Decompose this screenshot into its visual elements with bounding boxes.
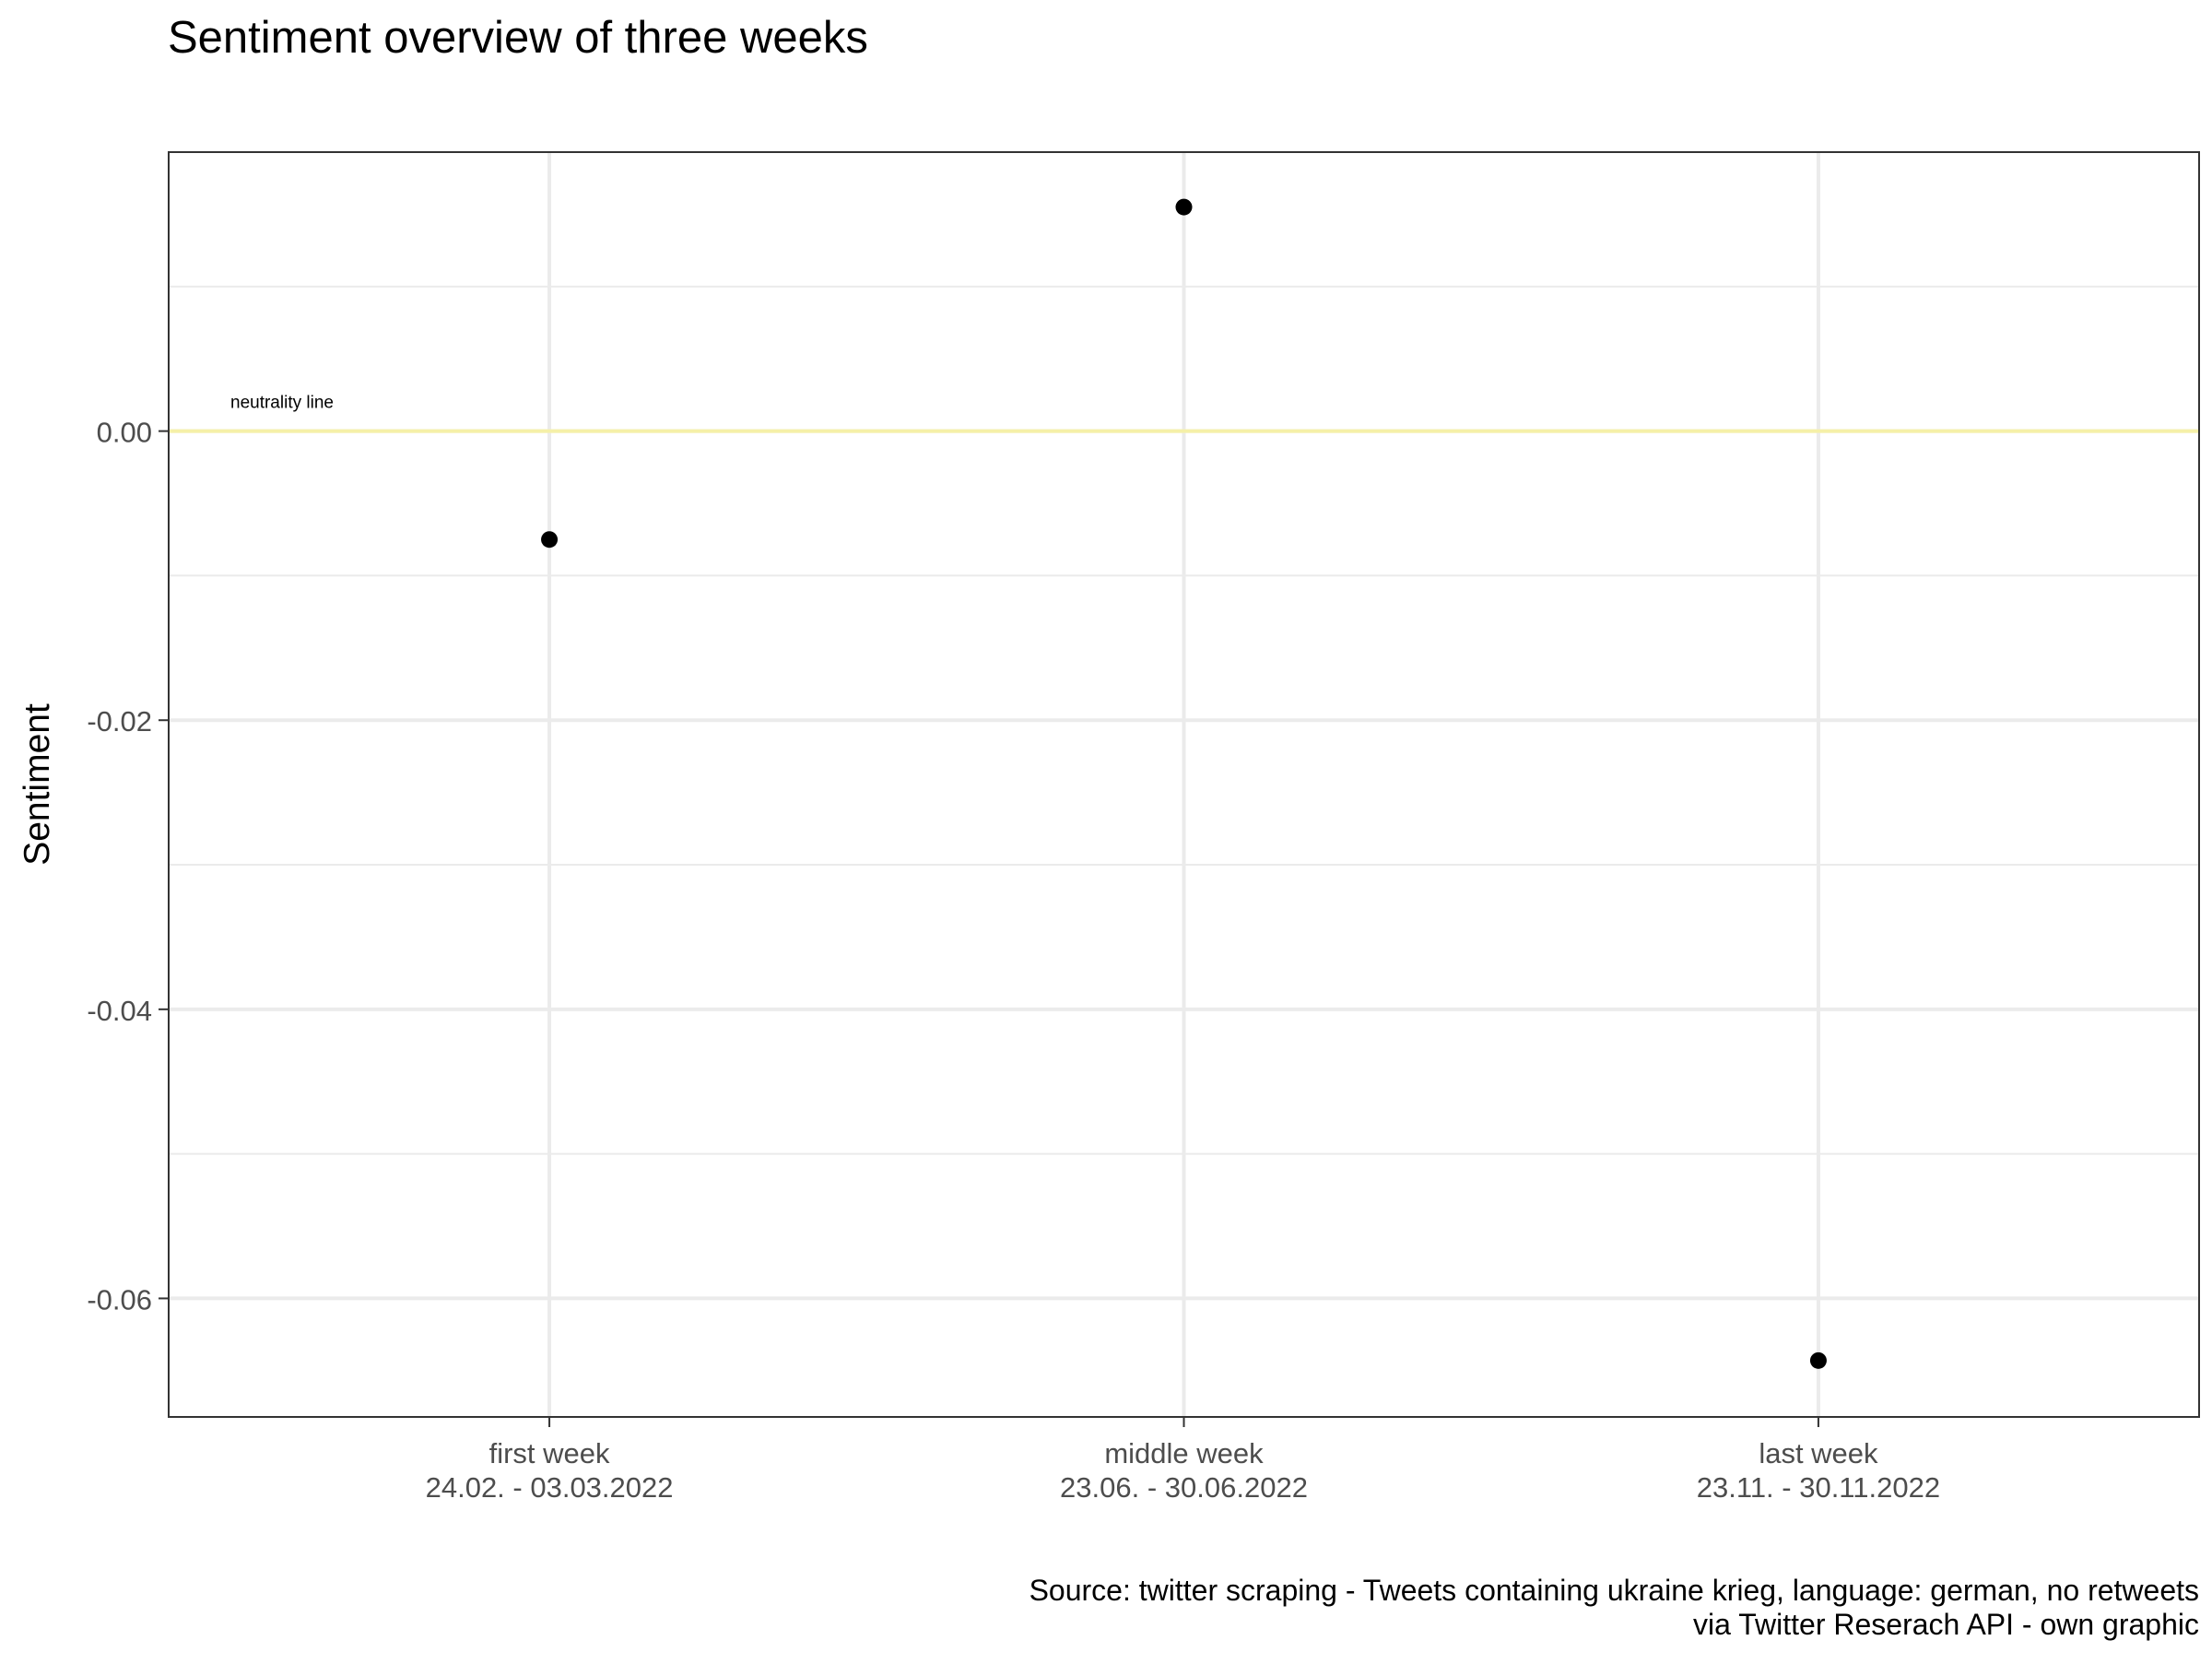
y-tick-label: -0.06 [87, 1283, 152, 1316]
caption-line: Source: twitter scraping - Tweets contai… [1030, 1574, 2199, 1607]
data-point [1175, 198, 1193, 216]
x-tick-label: 24.02. - 03.03.2022 [426, 1471, 674, 1504]
data-points [541, 198, 1827, 1369]
data-point [541, 531, 559, 549]
reference-layer: neutrality line [169, 394, 2199, 433]
x-tick-label: first week [489, 1437, 610, 1469]
neutrality-line-label: neutrality line [230, 394, 334, 413]
x-tick-label: 23.11. - 30.11.2022 [1697, 1471, 1940, 1504]
chart-title: Sentiment overview of three weeks [168, 13, 868, 63]
y-tick-label: -0.04 [87, 995, 152, 1027]
caption: Source: twitter scraping - Tweets contai… [1030, 1574, 2199, 1641]
grid-layer [169, 152, 2199, 1417]
caption-line: via Twitter Reserach API - own graphic [1693, 1608, 2199, 1641]
x-tick-label: middle week [1104, 1437, 1264, 1469]
y-tick-label: -0.02 [87, 705, 152, 738]
y-axis-label: Sentiment [18, 703, 57, 866]
x-tick-label: last week [1759, 1437, 1878, 1469]
y-tick-label: 0.00 [97, 417, 152, 449]
data-point [1809, 1351, 1827, 1369]
x-tick-label: 23.06. - 30.06.2022 [1060, 1471, 1308, 1504]
